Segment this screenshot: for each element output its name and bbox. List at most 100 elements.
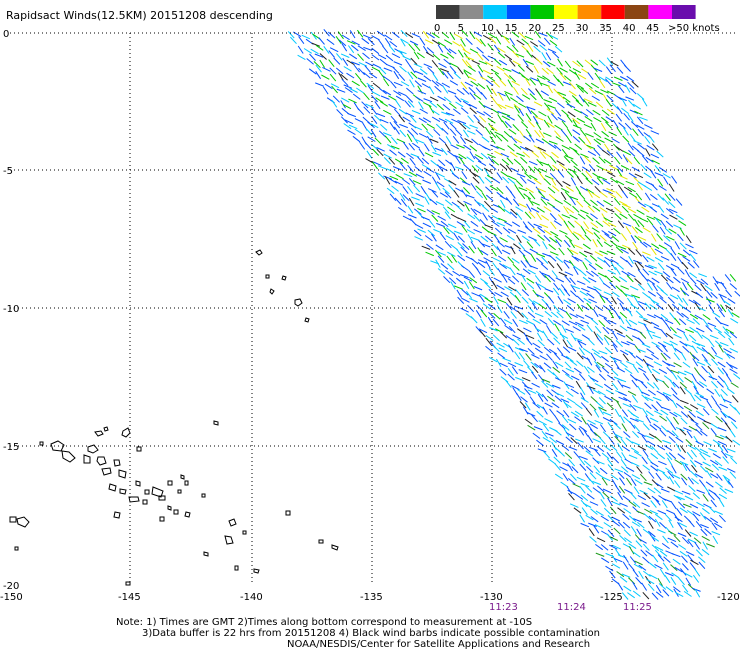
wind-barb bbox=[548, 243, 557, 251]
wind-barb bbox=[589, 446, 598, 451]
wind-barb bbox=[467, 75, 477, 82]
wind-barb bbox=[583, 446, 591, 453]
wind-barb bbox=[636, 510, 646, 516]
wind-barb bbox=[592, 308, 599, 318]
wind-barb bbox=[670, 263, 680, 269]
legend-label: 25 bbox=[552, 23, 565, 34]
wind-barb bbox=[537, 40, 546, 47]
wind-barb bbox=[617, 245, 627, 250]
wind-barb bbox=[666, 363, 676, 368]
wind-barb bbox=[642, 227, 651, 233]
wind-barb bbox=[552, 74, 560, 83]
wind-barb bbox=[410, 153, 420, 158]
wind-barb bbox=[576, 85, 584, 93]
wind-barb bbox=[627, 81, 635, 89]
wind-barb bbox=[656, 291, 664, 299]
wind-barb bbox=[564, 191, 572, 199]
wind-barb bbox=[444, 240, 452, 249]
wind-barb bbox=[455, 101, 464, 108]
wind-barb bbox=[579, 185, 589, 192]
wind-barb bbox=[640, 163, 648, 172]
legend-label: 30 bbox=[576, 23, 589, 34]
wind-barb bbox=[590, 508, 598, 515]
wind-barb bbox=[560, 129, 568, 137]
wind-barb bbox=[600, 89, 609, 94]
wind-barb bbox=[578, 427, 585, 436]
wind-barb bbox=[591, 348, 600, 355]
wind-barb bbox=[650, 500, 657, 508]
wind-barb bbox=[665, 395, 674, 402]
wind-barb bbox=[718, 498, 725, 508]
wind-barb bbox=[601, 130, 610, 138]
wind-barb bbox=[298, 36, 305, 44]
wind-barb bbox=[538, 191, 546, 198]
wind-barb bbox=[533, 223, 543, 228]
wind-barb bbox=[417, 77, 427, 82]
wind-barb bbox=[654, 563, 663, 570]
wind-barb bbox=[577, 73, 587, 80]
wind-barb bbox=[618, 315, 625, 325]
wind-barb bbox=[725, 328, 735, 334]
wind-barb bbox=[565, 355, 574, 363]
wind-barb bbox=[480, 318, 486, 327]
wind-barb bbox=[621, 190, 629, 199]
wind-barb bbox=[563, 205, 570, 214]
wind-barb bbox=[660, 317, 668, 325]
wind-barb bbox=[553, 304, 560, 313]
wind-barb bbox=[437, 41, 446, 48]
wind-barb bbox=[387, 143, 396, 150]
wind-barb bbox=[365, 127, 373, 136]
legend-label: 20 bbox=[528, 23, 541, 34]
wind-barb bbox=[504, 104, 514, 109]
wind-barb bbox=[556, 102, 565, 109]
wind-barb bbox=[554, 124, 563, 131]
wind-barb bbox=[592, 457, 600, 465]
wind-barb bbox=[581, 287, 590, 293]
wind-barb bbox=[558, 247, 565, 256]
wind-barb bbox=[705, 467, 714, 473]
wind-barb bbox=[530, 361, 539, 369]
wind-barb bbox=[629, 374, 638, 381]
wind-barb bbox=[650, 130, 660, 135]
wind-barb bbox=[658, 185, 667, 191]
wind-barb bbox=[692, 513, 700, 522]
wind-barb bbox=[632, 241, 639, 250]
wind-barb bbox=[595, 220, 604, 227]
wind-barb bbox=[641, 502, 650, 508]
wind-barb bbox=[443, 96, 452, 103]
wind-barb bbox=[638, 367, 647, 373]
wind-barb bbox=[566, 170, 574, 178]
wind-barb bbox=[626, 297, 634, 306]
wind-barb bbox=[515, 53, 525, 58]
wind-barb bbox=[571, 95, 580, 102]
wind-barb bbox=[406, 95, 414, 103]
wind-barb bbox=[633, 404, 642, 410]
wind-barb bbox=[696, 346, 705, 352]
wind-barb bbox=[609, 506, 617, 515]
wind-barb bbox=[541, 138, 550, 145]
wind-barb bbox=[702, 461, 711, 467]
wind-barb bbox=[618, 85, 625, 94]
wind-barb bbox=[570, 411, 579, 418]
wind-barb bbox=[505, 302, 513, 311]
wind-barb bbox=[649, 206, 658, 213]
wind-barb bbox=[620, 341, 630, 346]
wind-barb bbox=[346, 40, 356, 45]
wind-barb bbox=[570, 375, 580, 381]
wind-barb bbox=[329, 73, 337, 82]
wind-barb bbox=[586, 188, 595, 194]
wind-barb bbox=[681, 289, 690, 297]
lat-lon-grid bbox=[10, 32, 738, 585]
wind-barb bbox=[596, 337, 604, 345]
wind-barb bbox=[414, 236, 423, 241]
wind-barb bbox=[672, 381, 680, 389]
wind-barb bbox=[729, 364, 738, 370]
wind-barb bbox=[378, 130, 387, 138]
wind-barb bbox=[627, 271, 636, 278]
wind-barb bbox=[527, 88, 535, 96]
wind-barb bbox=[519, 401, 527, 409]
wind-barb bbox=[389, 121, 396, 130]
wind-barb bbox=[642, 358, 649, 367]
wind-barb bbox=[567, 111, 576, 118]
wind-barb bbox=[618, 81, 627, 88]
